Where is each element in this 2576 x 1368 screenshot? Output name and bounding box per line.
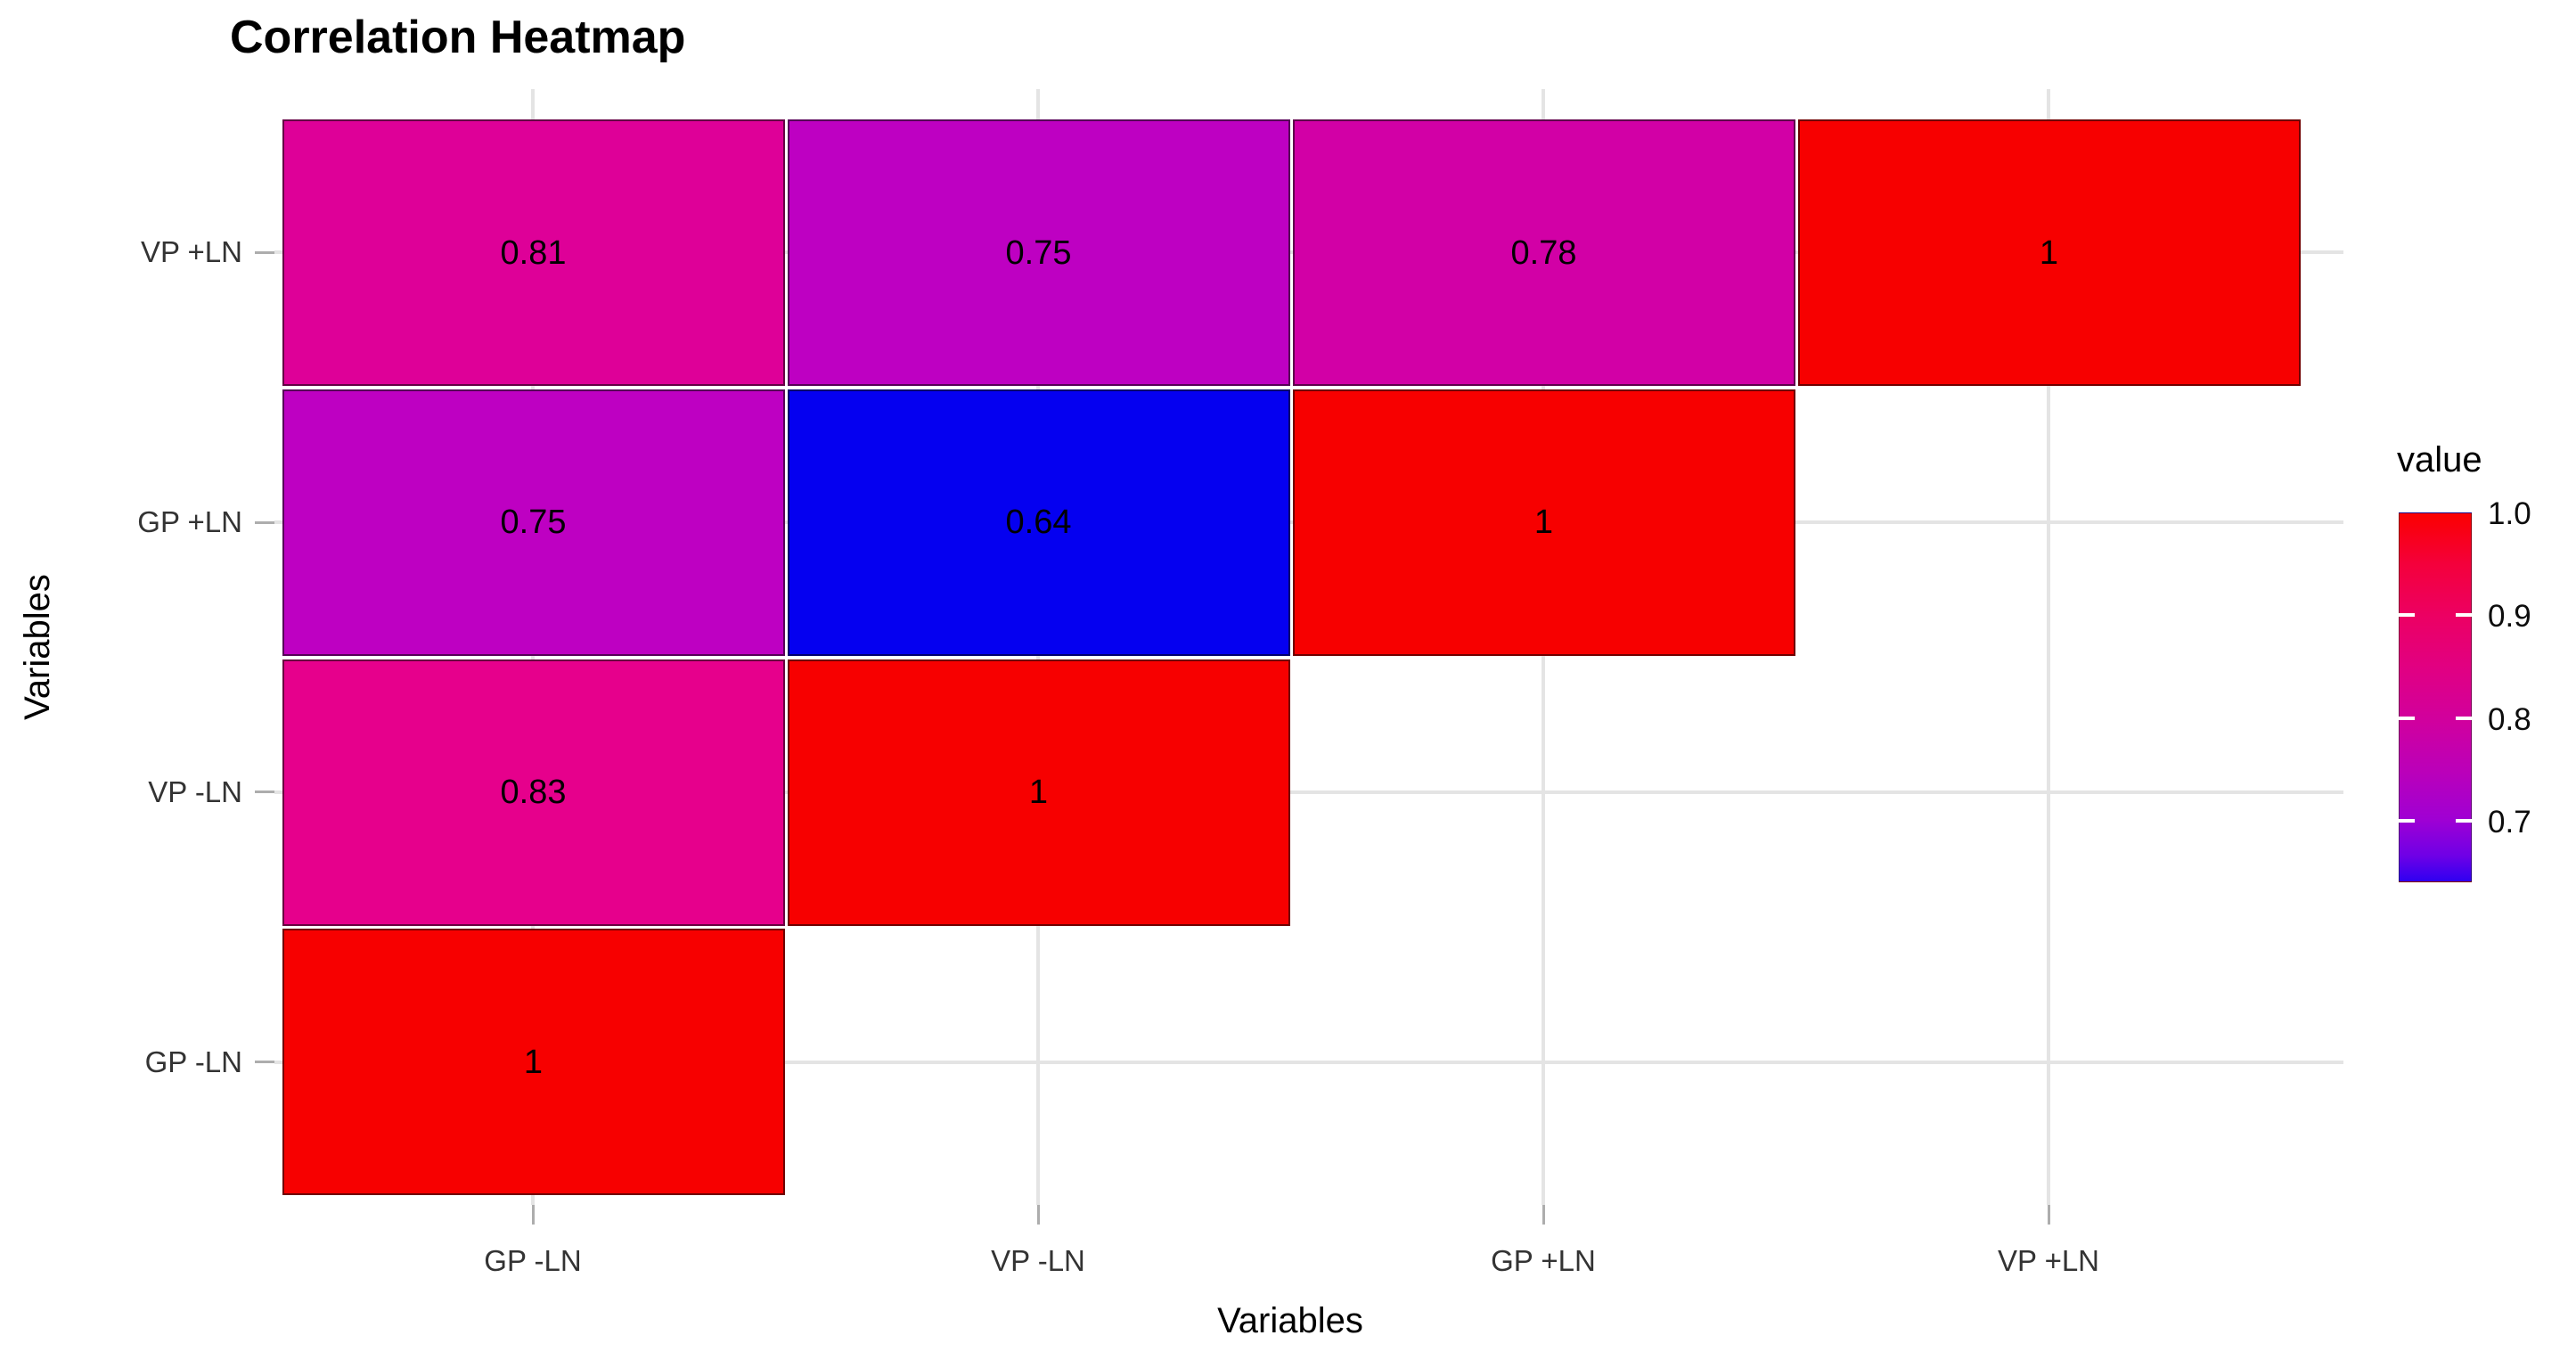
y-axis-tick [255,520,274,524]
panel-gridline-horizontal [274,1060,2343,1064]
x-tick-label: GP +LN [1491,1244,1596,1277]
y-axis-title: Variables [18,574,57,720]
heatmap-cell: 0.75 [787,119,1290,386]
panel-gridline-horizontal [274,790,2343,794]
panel-gridline-vertical [2047,89,2050,1205]
heatmap-cell-value: 0.75 [500,504,567,542]
plot-panel: 0.81 0.75 0.78 1 0.75 0.64 1 0.83 1 1 [274,89,2343,1205]
heatmap-cell: 0.81 [282,119,785,386]
legend-tick-mark [2399,716,2415,720]
x-axis-title: Variables [1217,1301,1363,1340]
legend-title: value [2397,440,2482,479]
legend-tick-mark [2399,818,2415,823]
x-tick-label: VP -LN [991,1244,1085,1277]
heatmap-cell: 1 [1797,119,2301,386]
heatmap-cell: 0.64 [787,389,1290,656]
legend-tick-mark [2456,818,2472,823]
heatmap-cell-value: 0.83 [500,774,567,811]
heatmap-cell-value: 1 [2039,233,2059,272]
x-axis-tick [2047,1205,2050,1225]
x-axis-tick [1542,1205,1545,1225]
chart-title: Correlation Heatmap [230,12,686,63]
legend-tick-mark [2399,613,2415,618]
legend-tick-label: 0.8 [2488,701,2531,737]
heatmap-cell: 0.75 [282,389,785,656]
heatmap-cell-value: 1 [1028,774,1049,811]
y-tick-label: GP -LN [144,1044,242,1078]
heatmap-cell-value: 1 [1533,504,1554,542]
legend-tick-label: 0.9 [2488,599,2531,635]
y-tick-label: GP +LN [137,505,242,539]
legend-tick-mark [2456,716,2472,720]
heatmap-cell: 1 [282,929,785,1196]
heatmap-cell-value: 1 [523,1043,544,1081]
heatmap-cell: 0.78 [1292,119,1795,386]
heatmap-cell-value: 0.81 [500,233,567,272]
legend-tick-label: 0.7 [2488,804,2531,840]
y-axis-tick [255,1061,274,1064]
legend-tick-label: 1.0 [2488,496,2531,531]
heatmap-cell-value: 0.64 [1005,504,1072,542]
legend-colorbar [2399,512,2472,882]
legend-tick-mark [2456,613,2472,618]
x-axis-tick [531,1205,535,1225]
x-axis-tick [1036,1205,1040,1225]
y-tick-label: VP -LN [148,774,242,808]
heatmap-cell-value: 0.75 [1005,233,1072,272]
x-tick-label: VP +LN [1997,1244,2100,1277]
y-axis-tick [255,250,274,254]
y-tick-label: VP +LN [140,235,242,269]
heatmap-cell: 1 [1292,389,1795,656]
heatmap-cell: 0.83 [282,659,785,926]
y-axis-tick [255,790,274,794]
x-tick-label: GP -LN [484,1244,582,1277]
heatmap-cell: 1 [787,659,1290,926]
heatmap-cell-value: 0.78 [1510,233,1577,272]
